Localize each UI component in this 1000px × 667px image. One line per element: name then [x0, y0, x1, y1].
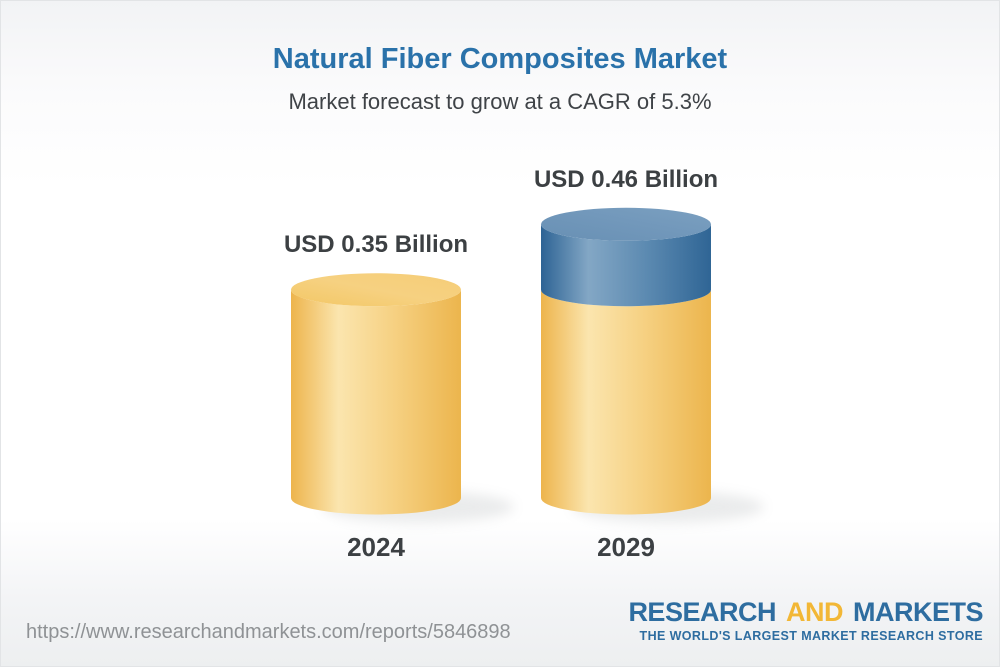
logo-word-markets: MARKETS — [853, 597, 984, 627]
bar-segment-2029-base-market-size — [541, 289, 711, 515]
logo-word-and: AND — [785, 597, 844, 627]
bar-top-face-2024 — [291, 273, 461, 307]
logo-tagline: THE WORLD'S LARGEST MARKET RESEARCH STOR… — [639, 629, 983, 643]
chart-header: Natural Fiber Composites Market Market f… — [1, 1, 999, 115]
bar-2029 — [541, 207, 764, 523]
bar-segment-2029-forecast-growth — [541, 224, 711, 307]
logo-word-research: RESEARCH — [628, 597, 776, 627]
bars-layer — [291, 207, 764, 523]
category-label-2029: 2029 — [597, 532, 655, 562]
page-title: Natural Fiber Composites Market — [272, 43, 728, 75]
bar-2024 — [291, 273, 514, 523]
bar-top-face-2029 — [541, 207, 711, 241]
logo-wordmark: RESEARCH AND MARKETS — [628, 598, 983, 627]
page-subtitle: Market forecast to grow at a CAGR of 5.3… — [288, 89, 712, 114]
category-label-2024: 2024 — [347, 532, 405, 562]
report-url-link[interactable]: https://www.researchandmarkets.com/repor… — [26, 621, 511, 643]
bar-value-label-2029: USD 0.46 Billion — [533, 166, 719, 193]
research-and-markets-logo: RESEARCH AND MARKETS THE WORLD'S LARGEST… — [628, 598, 983, 644]
bar-value-label-2024: USD 0.35 Billion — [283, 231, 469, 258]
bar-segment-2024-base-market-size — [291, 289, 461, 515]
